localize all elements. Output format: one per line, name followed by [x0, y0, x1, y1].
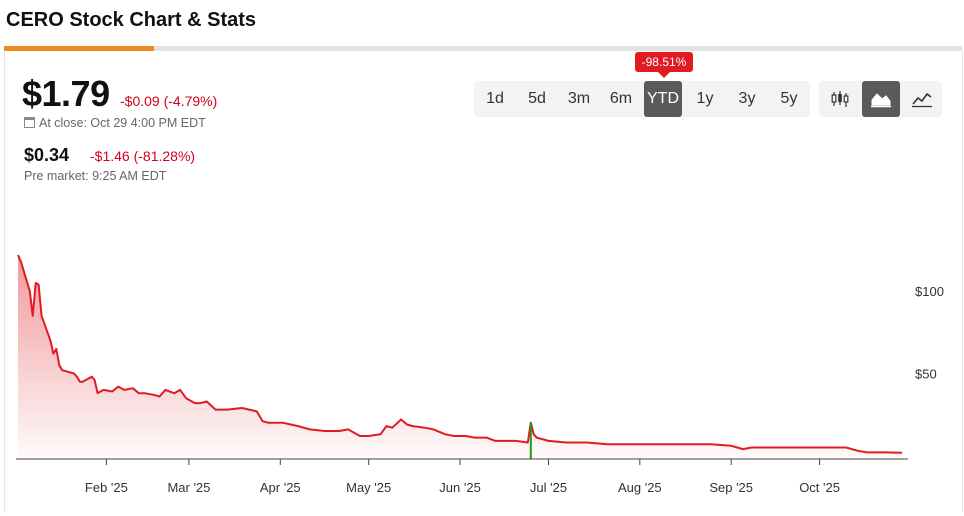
calendar-icon: [24, 117, 35, 128]
y-tick-label: $50: [915, 366, 937, 381]
x-tick-label: Jun '25: [439, 480, 481, 495]
range-1d-button[interactable]: 1d: [486, 90, 504, 107]
range-1y-button[interactable]: 1y: [696, 90, 714, 107]
price-line: [17, 254, 903, 454]
x-tick-label: Jul '25: [530, 480, 567, 495]
chart-card: [4, 51, 963, 513]
ytd-badge-pointer: [658, 72, 670, 78]
premarket-time: Pre market: 9:25 AM EDT: [24, 169, 167, 183]
range-5y-button[interactable]: 5y: [780, 90, 798, 107]
x-tick-label: Mar '25: [167, 480, 210, 495]
range-6m-button[interactable]: 6m: [609, 90, 633, 107]
range-3m-button[interactable]: 3m: [567, 90, 591, 107]
line-chart-icon: [912, 92, 932, 108]
title-underline: [4, 46, 962, 51]
price-area-fill: [18, 255, 903, 459]
price-change: -$0.09 (-4.79%): [120, 93, 218, 109]
x-tick-label: Aug '25: [618, 480, 662, 495]
page-title: CERO Stock Chart & Stats: [6, 9, 257, 31]
area-chart-icon: [871, 93, 891, 108]
range-ytd-button[interactable]: YTD: [644, 81, 682, 117]
x-tick-label: Apr '25: [260, 480, 301, 495]
title-underline-accent: [4, 46, 154, 51]
current-price: $1.79: [22, 73, 110, 114]
candlestick-icon: [831, 91, 849, 107]
premarket-price: $0.34: [24, 145, 70, 165]
y-tick-label: $100: [915, 284, 944, 299]
range-5d-button[interactable]: 5d: [528, 90, 546, 107]
line-chart-button[interactable]: [903, 81, 941, 117]
candlestick-chart-button[interactable]: [821, 81, 859, 117]
x-tick-label: Oct '25: [799, 480, 840, 495]
premarket-change: -$1.46 (-81.28%): [90, 148, 196, 164]
x-tick-label: Feb '25: [85, 480, 128, 495]
area-chart-button[interactable]: [862, 81, 900, 117]
chart-type-selector: [819, 81, 942, 117]
close-time-text: At close: Oct 29 4:00 PM EDT: [39, 116, 206, 130]
ytd-change-badge: -98.51%: [635, 52, 693, 72]
range-3y-button[interactable]: 3y: [738, 90, 756, 107]
x-tick-label: Sep '25: [709, 480, 753, 495]
x-tick-label: May '25: [346, 480, 391, 495]
close-time: At close: Oct 29 4:00 PM EDT: [24, 116, 206, 130]
range-selector: 1d 5d 3m 6m YTD 1y 3y 5y: [474, 81, 810, 117]
